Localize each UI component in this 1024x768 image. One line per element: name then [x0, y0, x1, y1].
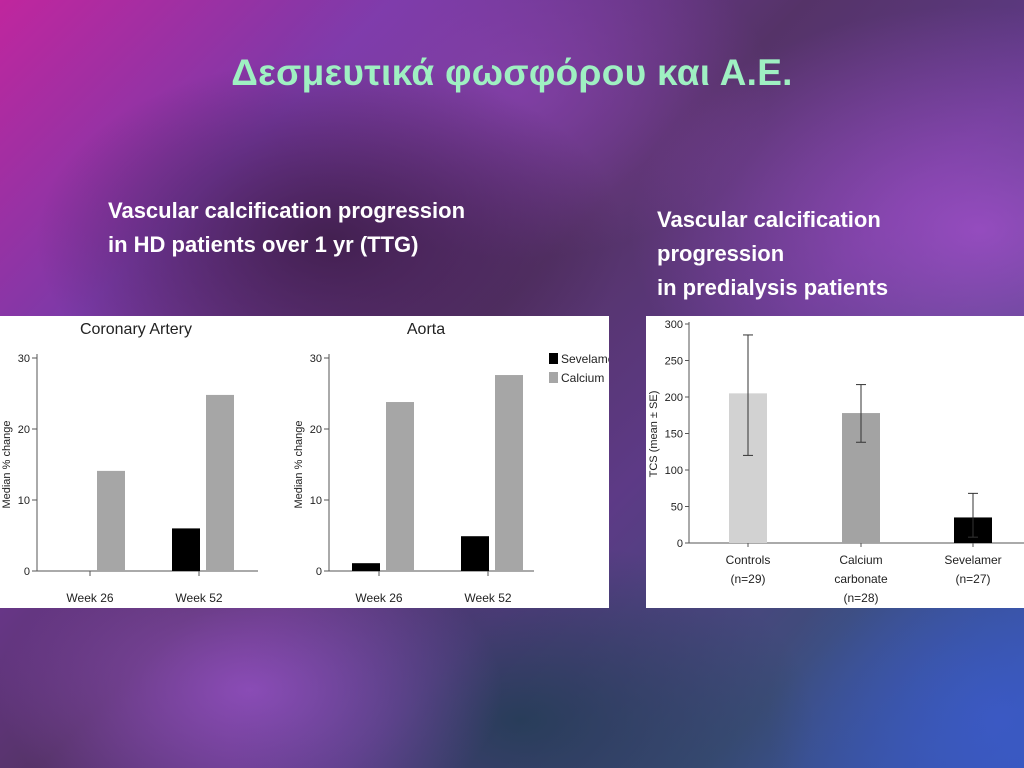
tcs-category-label: Calcium	[839, 553, 882, 567]
tcs-y-tick-label: 100	[665, 465, 683, 477]
chart2-y-tick-label: 0	[316, 566, 322, 578]
legend-calcium-swatch	[549, 372, 558, 383]
chart1-sevelamer-bar	[172, 528, 200, 571]
tcs-y-tick-label: 150	[665, 429, 683, 441]
chart2-y-tick-label: 20	[310, 424, 322, 436]
chart1-y-tick-label: 30	[18, 353, 30, 365]
legend-sevelamer-label: Sevelamer	[561, 352, 609, 366]
tcs-y-tick-label: 300	[665, 319, 683, 331]
chart2-y-axis-label: Median % change	[293, 420, 305, 508]
tcs-chart-svg: 0 50 100 150 200 250 300 TCS (mean ± SE) Control…	[648, 319, 1024, 605]
chart2-calcium-bar	[495, 375, 523, 571]
chart1-category-label: Week 52	[175, 591, 222, 605]
tcs-y-tick-label: 0	[677, 538, 683, 550]
chart2-sevelamer-bar	[352, 563, 380, 571]
tcs-y-tick-label: 50	[671, 502, 683, 514]
chart1-y-tick-label: 10	[18, 495, 30, 507]
left-caption-line-2: in HD patients over 1 yr (TTG)	[108, 232, 419, 257]
chart2-y-tick-label: 30	[310, 353, 322, 365]
chart1-y-axis-label: Median % change	[1, 420, 13, 508]
legend-sevelamer-swatch	[549, 353, 558, 364]
chart2-y-tick-label: 10	[310, 495, 322, 507]
tcs-y-axis-label: TCS (mean ± SE)	[648, 391, 660, 478]
right-chart-caption: Vascular calcification progression in pr…	[657, 203, 888, 305]
right-caption-line-2: progression	[657, 241, 785, 266]
chart2-category-label: Week 26	[355, 591, 402, 605]
legend-calcium-label: Calcium	[561, 371, 604, 385]
tcs-category-label: (n=27)	[955, 572, 990, 586]
chart2-title: Aorta	[407, 321, 445, 338]
chart2-category-label: Week 52	[464, 591, 511, 605]
hd-charts-panel: Coronary Artery 0 10 20 30 Median % change Wee…	[0, 316, 618, 608]
chart1-calcium-bar	[206, 394, 234, 571]
chart1-y-tick-label: 20	[18, 424, 30, 436]
chart1-category-label: Week 26	[66, 591, 113, 605]
right-caption-line-3: in predialysis patients	[657, 275, 889, 300]
tcs-y-tick-label: 250	[665, 356, 683, 368]
tcs-category-label: carbonate	[834, 572, 888, 586]
chart2-calcium-bar	[386, 402, 414, 571]
tcs-category-label: (n=29)	[730, 572, 765, 586]
tcs-y-tick-label: 200	[665, 392, 683, 404]
hd-charts-svg: Coronary Artery 0 10 20 30 Median % change Wee…	[1, 321, 618, 605]
slide-title: Δεσμευτικά φωσφόρου και Α.Ε.	[231, 52, 793, 93]
tcs-category-label: (n=28)	[843, 591, 878, 605]
chart1-title: Coronary Artery	[80, 321, 192, 338]
predialysis-chart-panel: 0 50 100 150 200 250 300 TCS (mean ± SE) Control…	[646, 316, 1024, 608]
left-chart-caption: Vascular calcification progression in HD…	[108, 194, 465, 262]
chart1-y-tick-label: 0	[24, 566, 30, 578]
left-caption-line-1: Vascular calcification progression	[108, 198, 466, 223]
chart1-calcium-bar	[97, 470, 125, 571]
right-caption-line-1: Vascular calcification	[657, 207, 881, 232]
tcs-category-label: Controls	[726, 553, 771, 567]
chart2-sevelamer-bar	[461, 536, 489, 571]
tcs-category-label: Sevelamer	[944, 553, 1001, 567]
